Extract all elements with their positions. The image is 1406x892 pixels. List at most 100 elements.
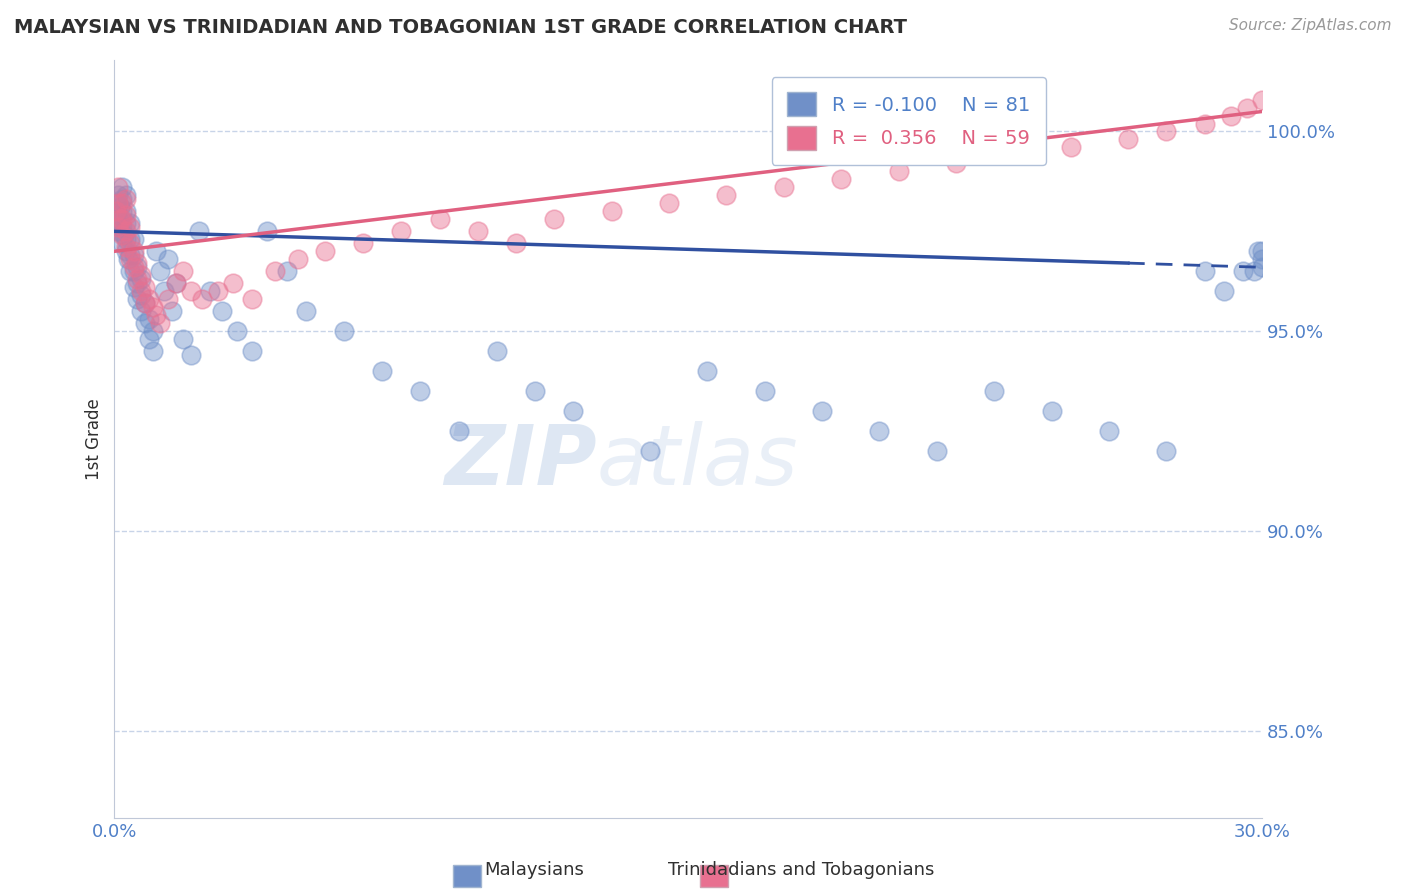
Point	[122, 244, 145, 259]
Point	[264, 264, 287, 278]
Point	[115, 188, 138, 202]
Point	[1243, 264, 1265, 278]
Point	[111, 228, 134, 243]
Point	[122, 260, 145, 275]
Point	[107, 224, 129, 238]
Point	[142, 324, 165, 338]
Point	[389, 224, 412, 238]
Point	[524, 384, 547, 398]
Point	[1154, 124, 1177, 138]
Point	[105, 212, 128, 227]
Point	[122, 248, 145, 262]
Point	[142, 300, 165, 314]
Point	[191, 292, 214, 306]
Point	[107, 188, 129, 202]
Point	[198, 285, 221, 299]
Point	[107, 220, 129, 235]
Point	[111, 193, 134, 207]
Text: MALAYSIAN VS TRINIDADIAN AND TOBAGONIAN 1ST GRADE CORRELATION CHART: MALAYSIAN VS TRINIDADIAN AND TOBAGONIAN …	[14, 18, 907, 37]
Point	[111, 212, 134, 227]
Point	[696, 364, 718, 378]
Point	[153, 285, 176, 299]
Point	[115, 240, 138, 254]
Text: Source: ZipAtlas.com: Source: ZipAtlas.com	[1229, 18, 1392, 33]
Point	[945, 156, 967, 170]
Point	[134, 280, 156, 294]
Point	[107, 180, 129, 194]
Point	[868, 424, 890, 438]
Point	[1251, 244, 1274, 259]
Point	[129, 268, 152, 283]
Point	[983, 384, 1005, 398]
Point	[1002, 148, 1025, 162]
Point	[925, 444, 948, 458]
Point	[1194, 116, 1216, 130]
Point	[118, 248, 141, 262]
Point	[180, 348, 202, 362]
Point	[129, 304, 152, 318]
Point	[149, 316, 172, 330]
Point	[1232, 264, 1254, 278]
Point	[207, 285, 229, 299]
Point	[115, 224, 138, 238]
Point	[1236, 101, 1258, 115]
Point	[485, 344, 508, 359]
Point	[240, 344, 263, 359]
Point	[107, 204, 129, 219]
Point	[276, 264, 298, 278]
Text: Trinidadians and Tobagonians: Trinidadians and Tobagonians	[668, 861, 935, 879]
Point	[138, 332, 160, 346]
Point	[107, 196, 129, 211]
Point	[127, 272, 149, 286]
Point	[543, 212, 565, 227]
Point	[117, 252, 139, 267]
Point	[1247, 244, 1270, 259]
Point	[111, 220, 134, 235]
Point	[115, 208, 138, 222]
Point	[129, 285, 152, 299]
Point	[145, 308, 167, 322]
Point	[371, 364, 394, 378]
Text: Malaysians: Malaysians	[484, 861, 585, 879]
Point	[256, 224, 278, 238]
Point	[142, 344, 165, 359]
Point	[105, 204, 128, 219]
Point	[115, 244, 138, 259]
Point	[240, 292, 263, 306]
Point	[134, 316, 156, 330]
Point	[127, 256, 149, 270]
Point	[887, 164, 910, 178]
Point	[111, 204, 134, 219]
Point	[716, 188, 738, 202]
Point	[149, 264, 172, 278]
Point	[294, 304, 316, 318]
Point	[772, 180, 794, 194]
Point	[180, 285, 202, 299]
Point	[134, 296, 156, 310]
Point	[562, 404, 585, 418]
Point	[107, 196, 129, 211]
Point	[127, 277, 149, 291]
Point	[112, 228, 135, 243]
Point	[118, 216, 141, 230]
Point	[352, 236, 374, 251]
Point	[1116, 132, 1139, 146]
Point	[222, 277, 245, 291]
Point	[287, 252, 309, 267]
Point	[505, 236, 527, 251]
Point	[134, 296, 156, 310]
Point	[600, 204, 623, 219]
Point	[118, 252, 141, 267]
Point	[118, 264, 141, 278]
Point	[122, 280, 145, 294]
Point	[165, 277, 187, 291]
Text: ZIP: ZIP	[444, 421, 596, 502]
Point	[409, 384, 432, 398]
Point	[165, 277, 187, 291]
Point	[118, 236, 141, 251]
Point	[108, 212, 131, 227]
Point	[225, 324, 247, 338]
Point	[447, 424, 470, 438]
Legend: R = -0.100    N = 81, R =  0.356    N = 59: R = -0.100 N = 81, R = 0.356 N = 59	[772, 77, 1046, 165]
Point	[172, 264, 194, 278]
